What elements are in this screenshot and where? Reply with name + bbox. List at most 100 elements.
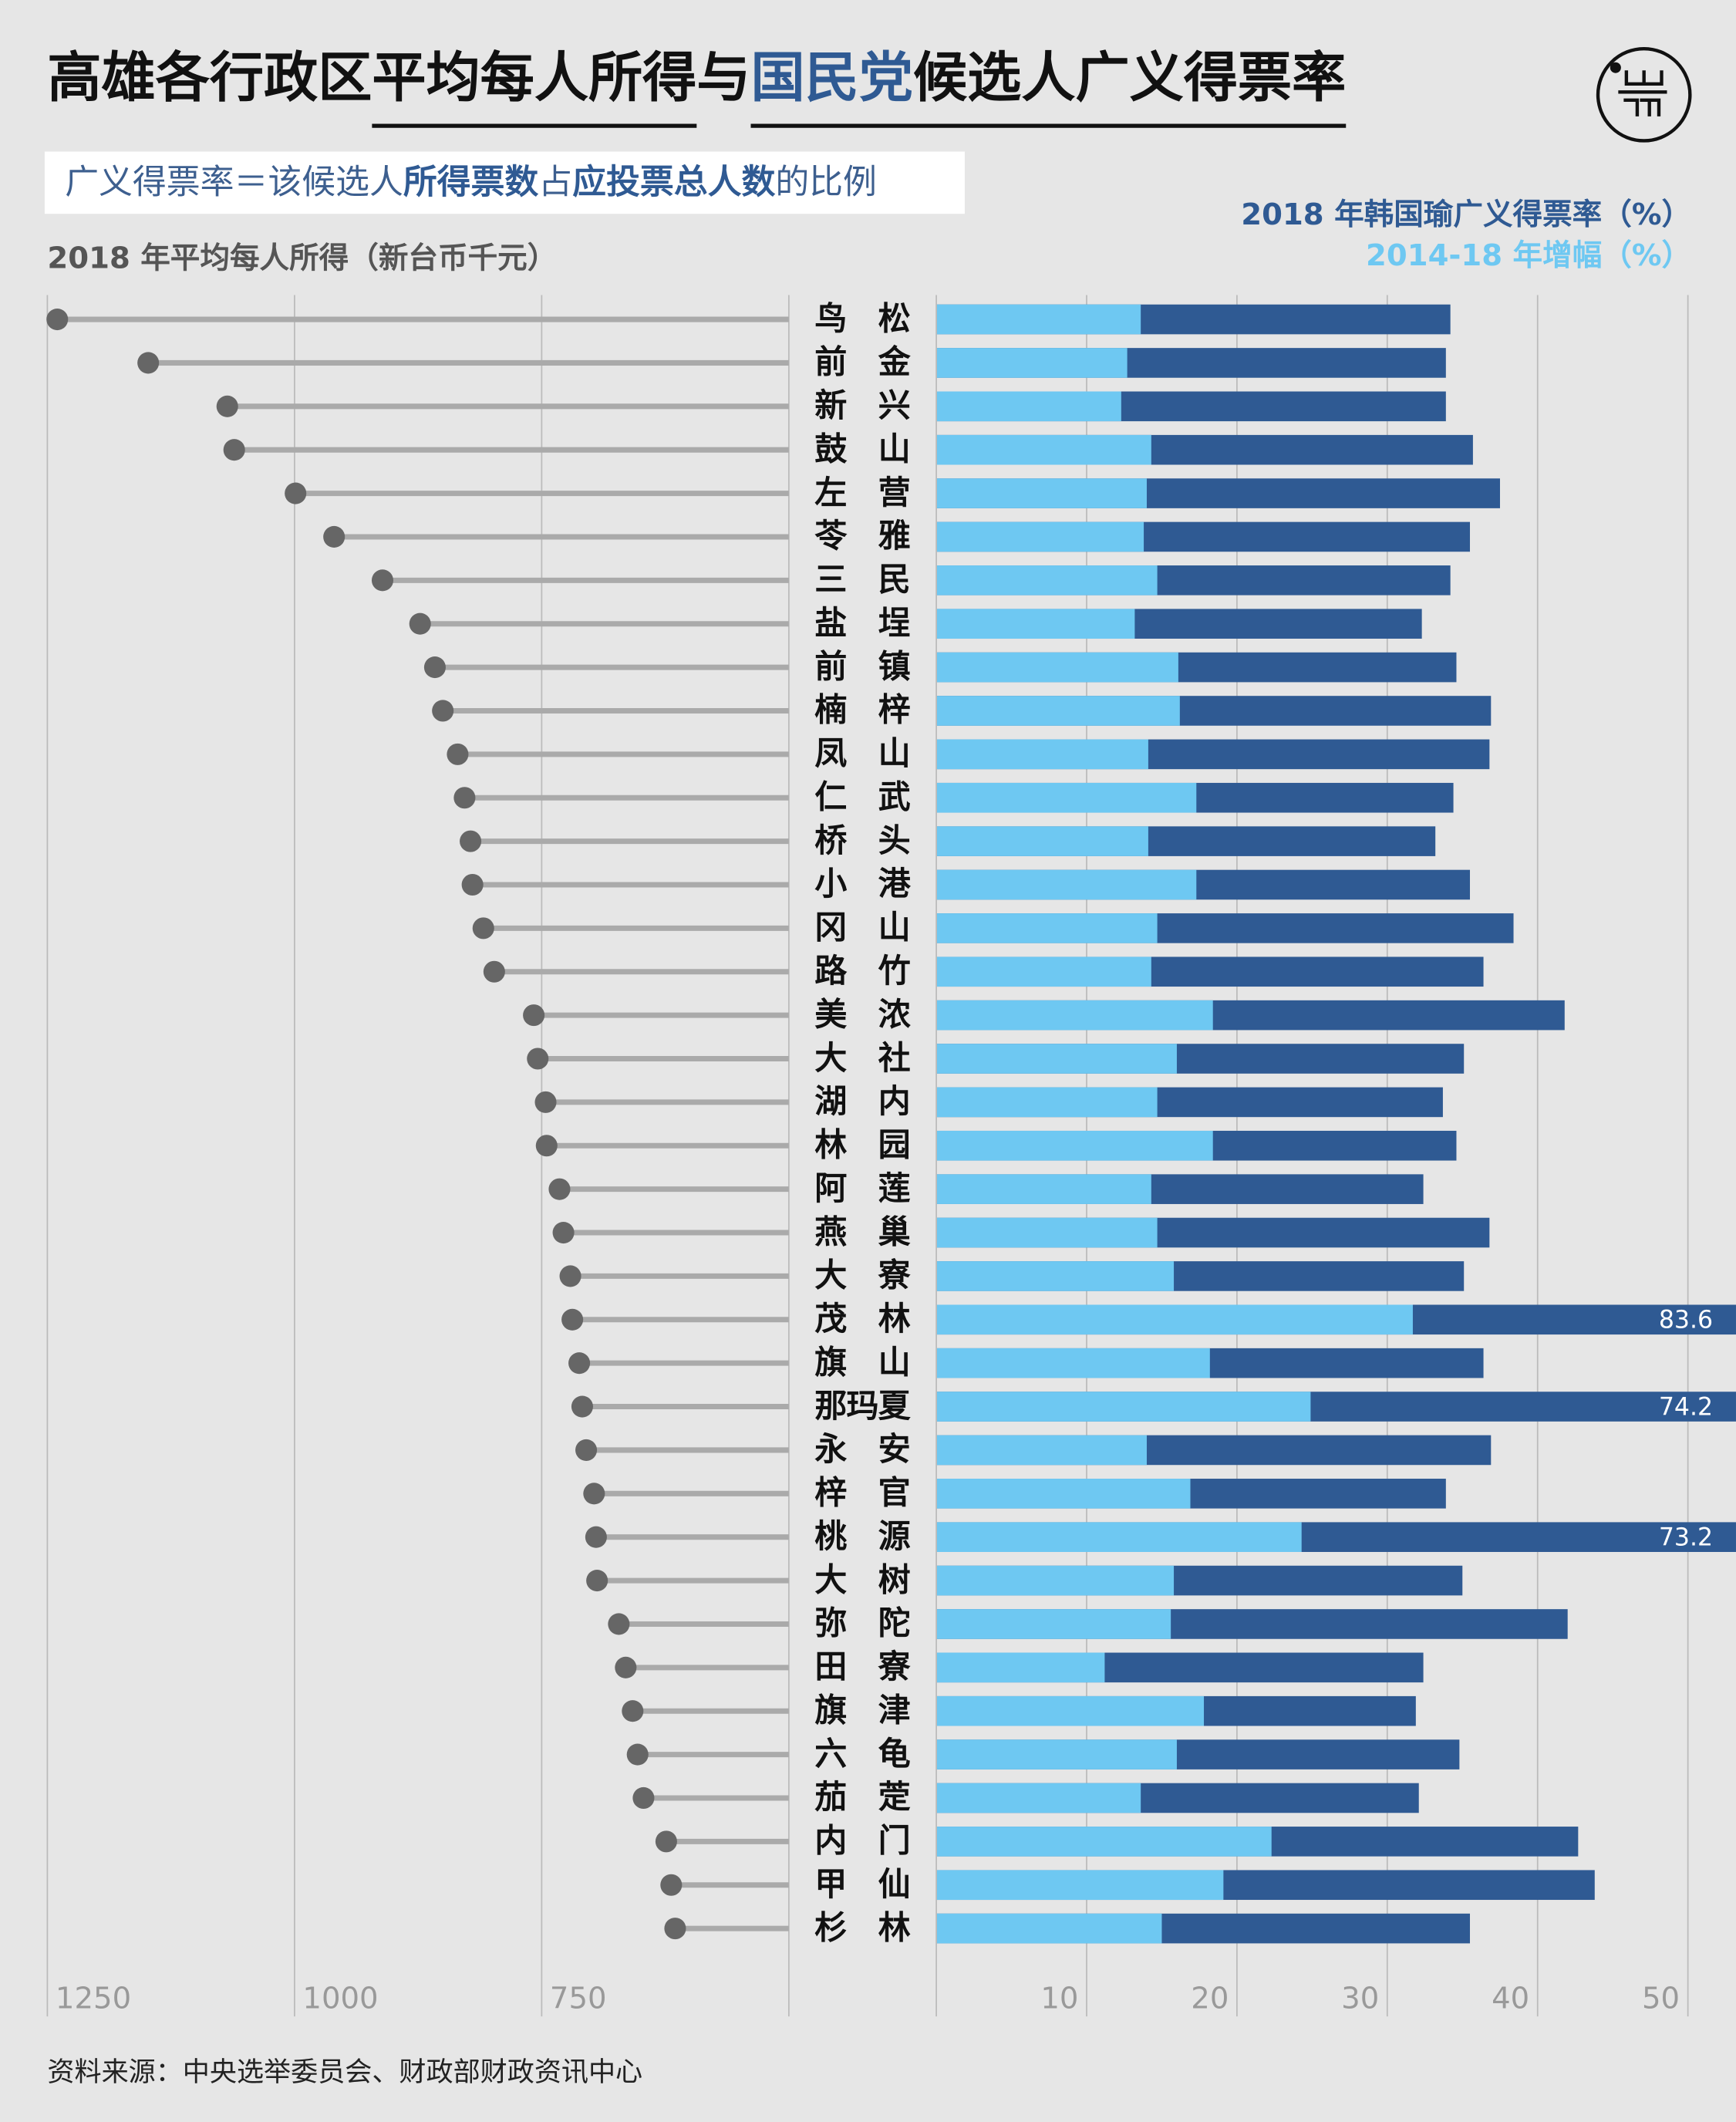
subtitle-part: 的比例	[775, 163, 877, 202]
bar	[936, 652, 1178, 683]
bar	[936, 1044, 1177, 1074]
dot	[626, 1743, 649, 1766]
dot	[655, 1830, 677, 1853]
value-label: 74.2	[1659, 1393, 1713, 1421]
dot	[323, 525, 346, 548]
x-tick-label: 30	[1341, 1982, 1379, 2016]
dot	[622, 1700, 644, 1722]
x-tick-label: 50	[1642, 1982, 1680, 2016]
bar	[936, 1609, 1171, 1639]
bar	[936, 913, 1158, 943]
bar	[936, 1565, 1175, 1596]
dot	[472, 917, 494, 940]
bar	[936, 348, 1128, 378]
dot	[483, 960, 505, 983]
dot	[216, 395, 238, 417]
dot	[409, 612, 431, 635]
dot	[559, 1265, 581, 1287]
logo-dot	[1610, 62, 1621, 73]
bar	[936, 1130, 1213, 1161]
subtitle-box	[44, 151, 965, 214]
subtitle-part: 应投票总人数	[572, 163, 775, 202]
bar	[936, 782, 1197, 813]
x-tick-label: 1250	[56, 1982, 131, 2016]
dot	[568, 1352, 591, 1375]
subtitle-part: 占	[538, 163, 572, 202]
dot	[548, 1178, 571, 1200]
x-tick-label: 10	[1040, 1982, 1078, 2016]
dot	[571, 1395, 593, 1418]
subtitle-part: 所得票数	[403, 163, 539, 202]
bar	[936, 739, 1148, 770]
dot	[535, 1135, 558, 1157]
logo-ring	[1596, 46, 1692, 143]
bar	[936, 609, 1135, 639]
dot	[632, 1786, 655, 1810]
dot	[460, 830, 482, 852]
dot	[575, 1439, 598, 1461]
bar	[936, 696, 1180, 726]
dot	[534, 1091, 557, 1113]
bar	[936, 478, 1147, 508]
dot	[583, 1483, 605, 1505]
dot	[285, 482, 307, 504]
dot	[586, 1570, 608, 1592]
dot	[552, 1221, 575, 1244]
bar	[936, 1217, 1158, 1248]
dot	[137, 352, 160, 374]
bar	[936, 521, 1144, 552]
dot	[461, 873, 484, 896]
bar	[936, 1174, 1151, 1204]
title-part: 平均每人所得	[372, 46, 696, 109]
bar	[936, 1435, 1147, 1466]
dot	[561, 1308, 584, 1331]
bar	[936, 434, 1151, 465]
bar	[936, 565, 1158, 595]
legend-entry: 2014-18 年增幅（%）	[1366, 238, 1691, 273]
title-part: 候选人广义得票率	[913, 46, 1346, 109]
dot	[223, 439, 245, 461]
dot	[447, 743, 469, 765]
bar	[936, 1870, 1224, 1901]
bar	[936, 1479, 1191, 1509]
category-label: 那玛夏	[814, 1387, 911, 1425]
bar	[936, 1261, 1175, 1291]
subtitle-part: 广义得票率＝该候选人	[65, 163, 403, 202]
dot	[423, 656, 446, 679]
dot	[615, 1656, 637, 1678]
bar	[936, 391, 1121, 422]
dot	[46, 309, 69, 331]
bar	[936, 1304, 1413, 1335]
axis-title: 2018 年平均每人所得（新台币千元）	[47, 241, 557, 275]
bar	[936, 1000, 1213, 1031]
dot	[527, 1048, 549, 1070]
bar	[936, 1392, 1311, 1422]
logo	[1596, 46, 1692, 143]
x-tick-label: 750	[550, 1982, 607, 2016]
bar	[936, 1087, 1158, 1118]
x-tick-label: 20	[1191, 1982, 1229, 2016]
dot	[523, 1004, 545, 1027]
title-part: 高雄各行政区	[47, 46, 372, 109]
bar	[936, 1348, 1210, 1378]
dot	[453, 787, 476, 809]
bar	[936, 1695, 1205, 1726]
dot	[585, 1526, 607, 1548]
title-part: 国民党	[750, 46, 912, 109]
bar	[936, 1652, 1105, 1683]
bar	[936, 826, 1148, 856]
logo-glyph	[1618, 70, 1667, 116]
bars	[936, 304, 1736, 1944]
legend-entry: 2018 年韩国瑜广义得票率（%）	[1241, 197, 1691, 232]
bar	[936, 1739, 1177, 1769]
dot	[660, 1874, 683, 1896]
bar	[936, 1522, 1302, 1552]
bar	[936, 1827, 1272, 1857]
title-part: 与	[696, 46, 750, 109]
value-label: 73.2	[1659, 1523, 1713, 1551]
x-tick-label: 40	[1492, 1982, 1529, 2016]
dot	[664, 1918, 686, 1940]
bar	[936, 956, 1151, 987]
